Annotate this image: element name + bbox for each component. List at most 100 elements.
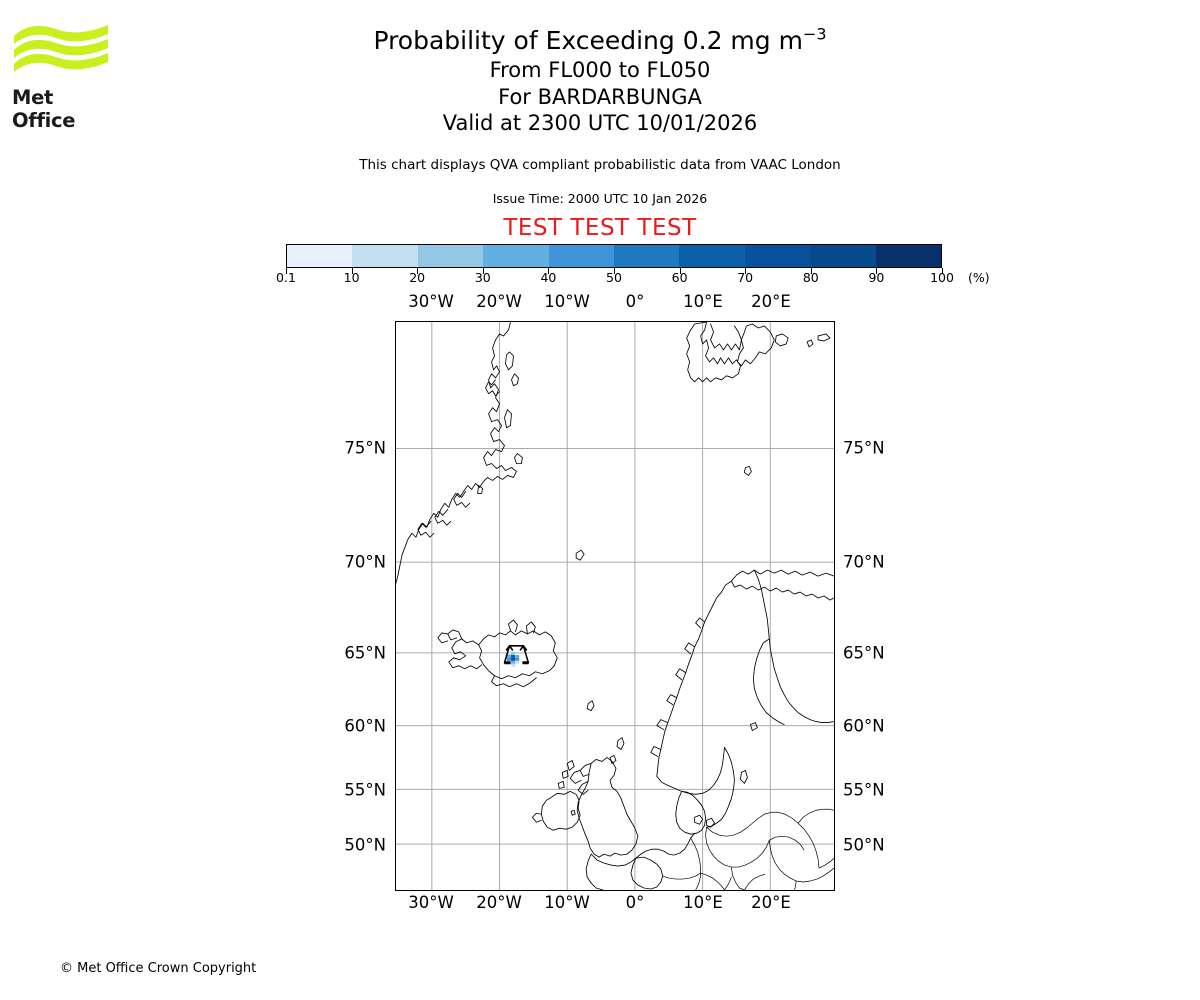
longitude-label-10°W: 10°W [544, 292, 590, 311]
colorbar-tick-label-80: 80 [802, 270, 819, 285]
title-line-1: Probability of Exceeding 0.2 mg m−3 [0, 24, 1200, 57]
colorbar-band-9 [875, 245, 942, 267]
coastline-british-isles [531, 757, 639, 858]
colorbar-tick-mark [942, 268, 943, 274]
coastline-continental-europe [585, 832, 696, 890]
colorbar-band-4 [548, 245, 615, 267]
issue-time: Issue Time: 2000 UTC 10 Jan 2026 [492, 191, 708, 206]
colorbar-tick-label-40: 40 [540, 270, 557, 285]
title-line-4: Valid at 2300 UTC 10/01/2026 [442, 111, 758, 135]
colorbar-tick-mark [810, 268, 812, 274]
colorbar-tick-label-60: 60 [671, 270, 688, 285]
colorbar-band-6 [679, 245, 745, 267]
probability-cell [511, 655, 516, 658]
met-office-waves-icon [14, 25, 108, 72]
longitude-gridlines [431, 322, 771, 890]
coastline-bear-island [743, 466, 752, 476]
longitude-label-10°E: 10°E [683, 292, 723, 311]
probability-cell [511, 657, 516, 661]
probability-cell [506, 651, 512, 656]
probability-cell [515, 657, 520, 661]
longitude-label-10°W: 10°W [544, 893, 590, 912]
colorbar-tick-mark [745, 268, 747, 274]
longitude-label-20°W: 20°W [476, 292, 522, 311]
title-line-1-text: Probability of Exceeding 0.2 mg m [373, 26, 803, 55]
map-canvas [396, 322, 834, 890]
latitude-label-right-50°N: 50°N [843, 835, 885, 855]
latitude-label-right-55°N: 55°N [843, 780, 885, 800]
colorbar-band-8 [810, 245, 876, 267]
latitude-label-left-50°N: 50°N [344, 835, 386, 855]
latitude-label-left-75°N: 75°N [344, 438, 386, 458]
colorbar-band-2 [417, 245, 484, 267]
title-line-2: From FL000 to FL050 [489, 58, 711, 82]
probability-cell [506, 657, 512, 661]
coastline-shetland [609, 737, 625, 764]
longitude-label-20°W: 20°W [476, 893, 522, 912]
colorbar-tick-mark [614, 268, 615, 274]
latitude-label-right-65°N: 65°N [843, 643, 885, 663]
met-office-wordmark: Met Office [12, 86, 76, 132]
latitude-label-left-55°N: 55°N [344, 780, 386, 800]
colorbar-tick-label-30: 30 [474, 270, 491, 285]
country-borders [662, 808, 834, 890]
probability-cell [515, 655, 520, 658]
latitude-label-left-60°N: 60°N [344, 716, 386, 736]
probability-cell [506, 655, 512, 658]
probability-cell [515, 660, 520, 664]
coastline-denmark [675, 790, 715, 835]
colorbar-tick-label-70: 70 [737, 270, 754, 285]
colorbar-tick-label-0.1: 0.1 [276, 270, 296, 285]
longitude-label-10°E: 10°E [683, 893, 723, 912]
coastline-scandinavia [650, 569, 834, 828]
probability-cell [511, 660, 516, 664]
colorbar-tick-mark [876, 268, 878, 274]
colorbar-tick-mark [351, 268, 353, 274]
colorbar-band-7 [744, 245, 811, 267]
probability-cell [511, 663, 516, 667]
copyright-notice: © Met Office Crown Copyright [60, 961, 257, 976]
latitude-label-left-70°N: 70°N [344, 552, 386, 572]
longitude-label-30°W: 30°W [408, 893, 454, 912]
coastline-greenland [396, 322, 523, 584]
coastline-svalbard [686, 322, 831, 383]
colorbar [286, 244, 942, 268]
latitude-label-right-75°N: 75°N [843, 438, 885, 458]
longitude-label-20°E: 20°E [751, 893, 791, 912]
chart-description: This chart displays QVA compliant probab… [359, 157, 841, 173]
colorbar-band-5 [614, 245, 680, 267]
probability-cell [511, 651, 516, 656]
colorbar-tick-mark [417, 268, 419, 274]
colorbar-tick-mark [679, 268, 681, 274]
longitude-label-0°: 0° [625, 893, 645, 912]
latitude-gridlines [396, 448, 834, 845]
page-title: Probability of Exceeding 0.2 mg m−3 From… [0, 24, 1200, 137]
coastline-jan-mayen [575, 549, 585, 561]
met-office-logo: Met Office [12, 22, 122, 132]
map-plot-area[interactable] [395, 321, 835, 891]
longitude-label-0°: 0° [625, 292, 645, 311]
colorbar-band-0 [287, 245, 353, 267]
latitude-label-left-65°N: 65°N [344, 643, 386, 663]
title-line-3: For BARDARBUNGA [498, 84, 702, 109]
colorbar-tick-label-100: 100 [930, 270, 954, 285]
colorbar-tick-mark [286, 268, 287, 274]
latitude-label-right-70°N: 70°N [843, 552, 885, 572]
probability-plume [506, 651, 520, 667]
coastline-faroe-islands [586, 700, 595, 712]
colorbar-tick-mark [482, 268, 484, 274]
colorbar-units-label: (%) [968, 270, 990, 285]
latitude-label-right-60°N: 60°N [843, 716, 885, 736]
coastline-iceland [437, 619, 558, 688]
colorbar-tick-label-10: 10 [343, 270, 360, 285]
colorbar-tick-mark [548, 268, 550, 274]
longitude-label-30°W: 30°W [408, 292, 454, 311]
colorbar-band-3 [483, 245, 549, 267]
colorbar-tick-label-90: 90 [868, 270, 885, 285]
test-banner: TEST TEST TEST [503, 215, 697, 241]
longitude-label-20°E: 20°E [751, 292, 791, 311]
colorbar-band-1 [352, 245, 418, 267]
colorbar-tick-label-20: 20 [409, 270, 426, 285]
colorbar-tick-label-50: 50 [606, 270, 622, 285]
title-line-1-exponent: −3 [802, 24, 827, 44]
